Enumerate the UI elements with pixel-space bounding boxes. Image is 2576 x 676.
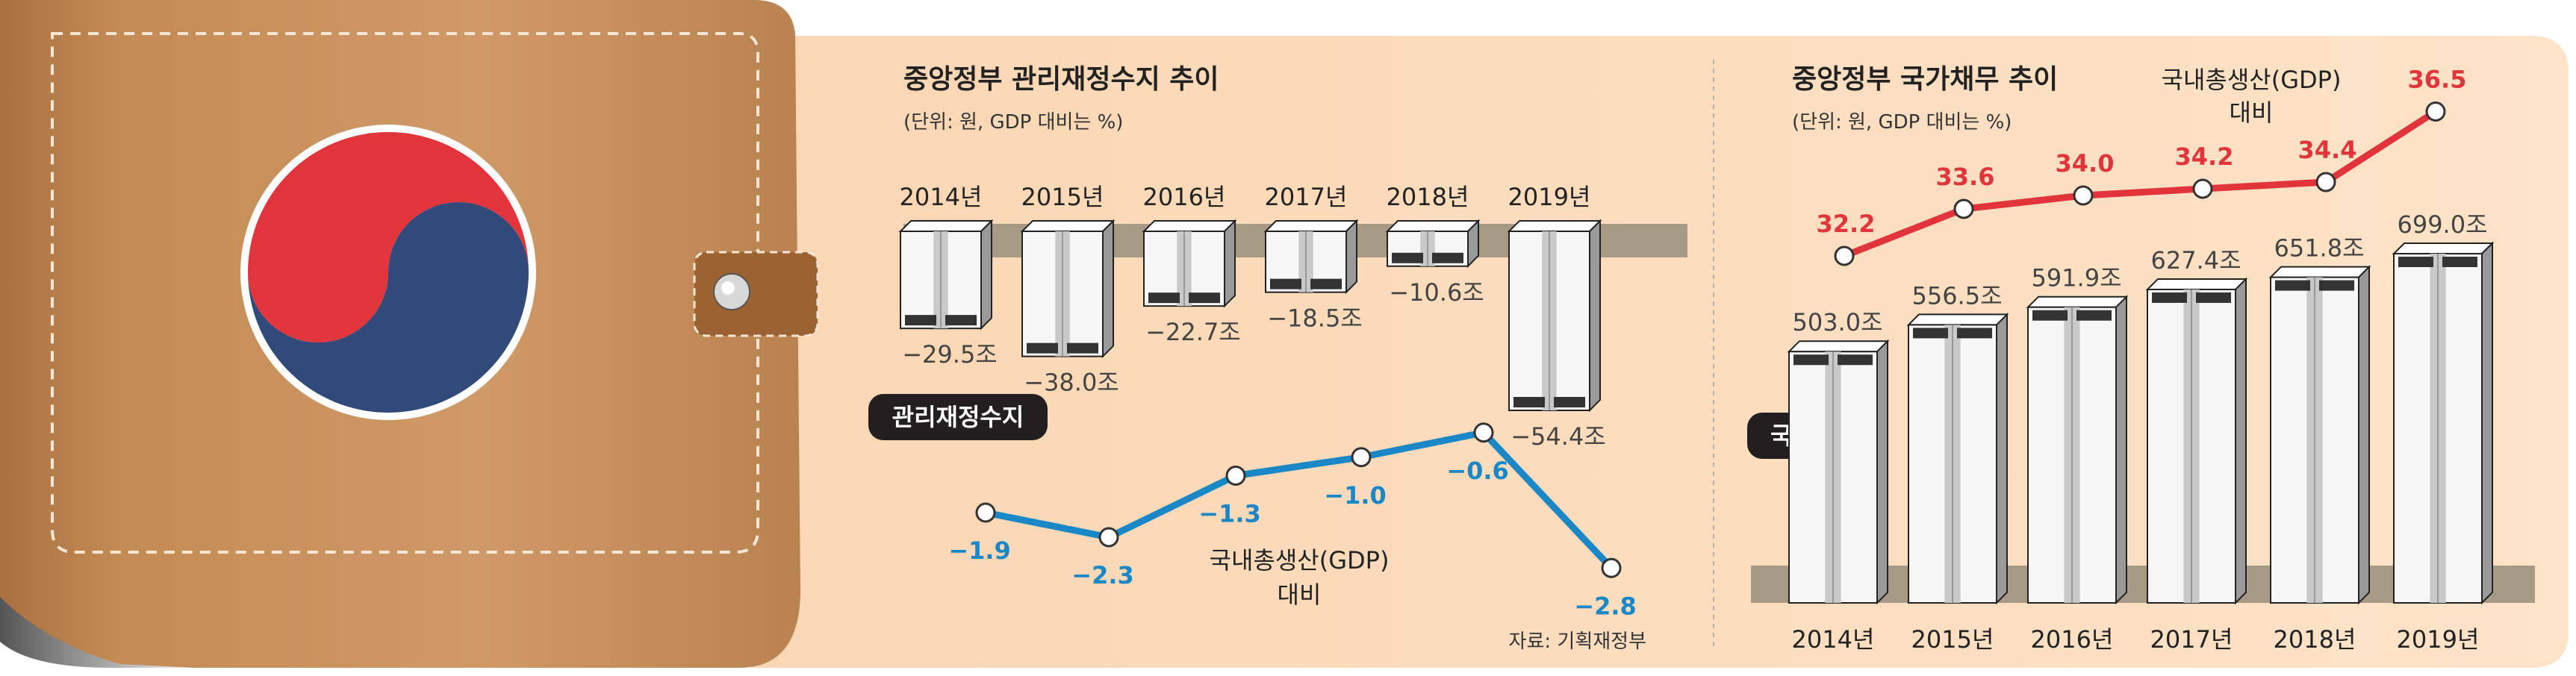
deficit-ratio-point: [1225, 466, 1246, 486]
deficit-bar: [1020, 219, 1116, 359]
deficit-year-label: 2016년: [1143, 183, 1226, 211]
deficit-ratio-point: [1601, 557, 1622, 578]
deficit-ratio-label: −2.8: [1574, 592, 1637, 620]
debt-bar: [2392, 241, 2495, 605]
deficit-ratio-point: [1473, 422, 1494, 443]
deficit-year-label: 2018년: [1387, 183, 1469, 211]
debt-ratio-label: 34.0: [2056, 149, 2115, 178]
debt-ratio-line: [1843, 108, 2438, 260]
debt-ratio-label: 36.5: [2408, 66, 2467, 94]
debt-ratio-label: 34.2: [2175, 143, 2234, 171]
wallet-stitching: [51, 32, 759, 554]
debt-bar: [2026, 295, 2129, 605]
deficit-bar: [1385, 219, 1481, 269]
debt-year-label: 2014년: [1792, 625, 1875, 654]
deficit-ratio-label: −1.0: [1324, 481, 1387, 510]
debt-bar: [2145, 277, 2248, 605]
deficit-value-label: −54.4조: [1511, 422, 1606, 451]
debt-bar: [1787, 339, 1890, 605]
deficit-value-label: −22.7조: [1145, 318, 1241, 346]
deficit-ratio-point: [975, 502, 996, 523]
wallet-curl: [0, 597, 194, 668]
deficit-ratio-label: −0.6: [1446, 457, 1509, 485]
deficit-series-badge: 관리재정수지: [868, 394, 1048, 440]
wallet-clasp: [693, 251, 819, 337]
debt-bar: [1906, 312, 2009, 605]
debt-value-label: 627.4조: [2150, 246, 2241, 275]
deficit-bar: [1507, 219, 1602, 413]
debt-value-label: 651.8조: [2274, 234, 2364, 263]
deficit-ratio-point: [1351, 447, 1372, 468]
debt-year-label: 2016년: [2031, 625, 2114, 654]
debt-value-label: 699.0조: [2397, 210, 2487, 239]
debt-ratio-label: 34.4: [2298, 136, 2357, 164]
debt-ratio-label: 33.6: [1936, 163, 1995, 191]
deficit-ratio-label: −1.3: [1198, 500, 1261, 528]
deficit-bar: [1263, 219, 1359, 295]
right-ratio-label-2: 대비: [2230, 98, 2274, 127]
left-ratio-label: 국내총생산(GDP): [1210, 546, 1390, 575]
left-unit-note: (단위: 원, GDP 대비는 %): [903, 111, 1123, 134]
deficit-year-label: 2014년: [900, 183, 983, 211]
deficit-ratio-point: [1098, 527, 1119, 548]
debt-year-label: 2018년: [2274, 625, 2356, 654]
debt-ratio-point: [2425, 101, 2446, 122]
government-logo: [240, 125, 536, 420]
deficit-year-label: 2015년: [1021, 183, 1104, 211]
debt-ratio-point: [2192, 178, 2213, 199]
debt-value-label: 556.5조: [1911, 281, 2002, 310]
deficit-value-label: −18.5조: [1267, 304, 1363, 333]
debt-ratio-point: [2073, 185, 2094, 206]
deficit-ratio-label: −1.9: [948, 536, 1011, 565]
source-note: 자료: 기획재정부: [1509, 630, 1646, 653]
deficit-year-label: 2019년: [1508, 183, 1591, 211]
debt-chart: 503.0조 2014년 556.5조 2015년 591.9조 2016년 627.4조 2…: [1751, 66, 2535, 654]
left-chart-title: 중앙정부 관리재정수지 추이: [903, 64, 1219, 95]
deficit-bar: [1142, 219, 1237, 308]
debt-year-label: 2017년: [2150, 625, 2233, 654]
debt-ratio-label: 32.2: [1817, 210, 1876, 238]
deficit-series-label: 관리재정수지: [892, 403, 1024, 431]
deficit-ratio-line: [985, 429, 1614, 571]
debt-value-label: 503.0조: [1792, 308, 1882, 337]
debt-value-label: 591.9조: [2031, 264, 2121, 292]
deficit-year-label: 2017년: [1265, 183, 1348, 211]
debt-ratio-point: [2315, 172, 2336, 193]
deficit-ratio-label: −2.3: [1071, 561, 1134, 589]
deficit-value-label: −29.5조: [902, 340, 998, 369]
deficit-chart: 2014년 −29.5조 2015년 −38.0조 2016년 −22.7조 2017년 −1…: [898, 183, 1687, 620]
debt-year-label: 2019년: [2397, 625, 2480, 654]
deficit-value-label: −10.6조: [1389, 278, 1484, 307]
debt-bar: [2268, 265, 2371, 605]
deficit-value-label: −38.0조: [1024, 369, 1119, 397]
deficit-bar: [898, 219, 994, 331]
debt-year-label: 2015년: [1911, 625, 1994, 654]
right-unit-note: (단위: 원, GDP 대비는 %): [1792, 111, 2012, 134]
debt-ratio-point: [1953, 198, 1974, 219]
left-ratio-label-2: 대비: [1278, 580, 1322, 609]
debt-ratio-point: [1834, 245, 1855, 266]
right-chart-title: 중앙정부 국가채무 추이: [1792, 64, 2058, 95]
right-ratio-label: 국내총생산(GDP): [2162, 66, 2342, 94]
